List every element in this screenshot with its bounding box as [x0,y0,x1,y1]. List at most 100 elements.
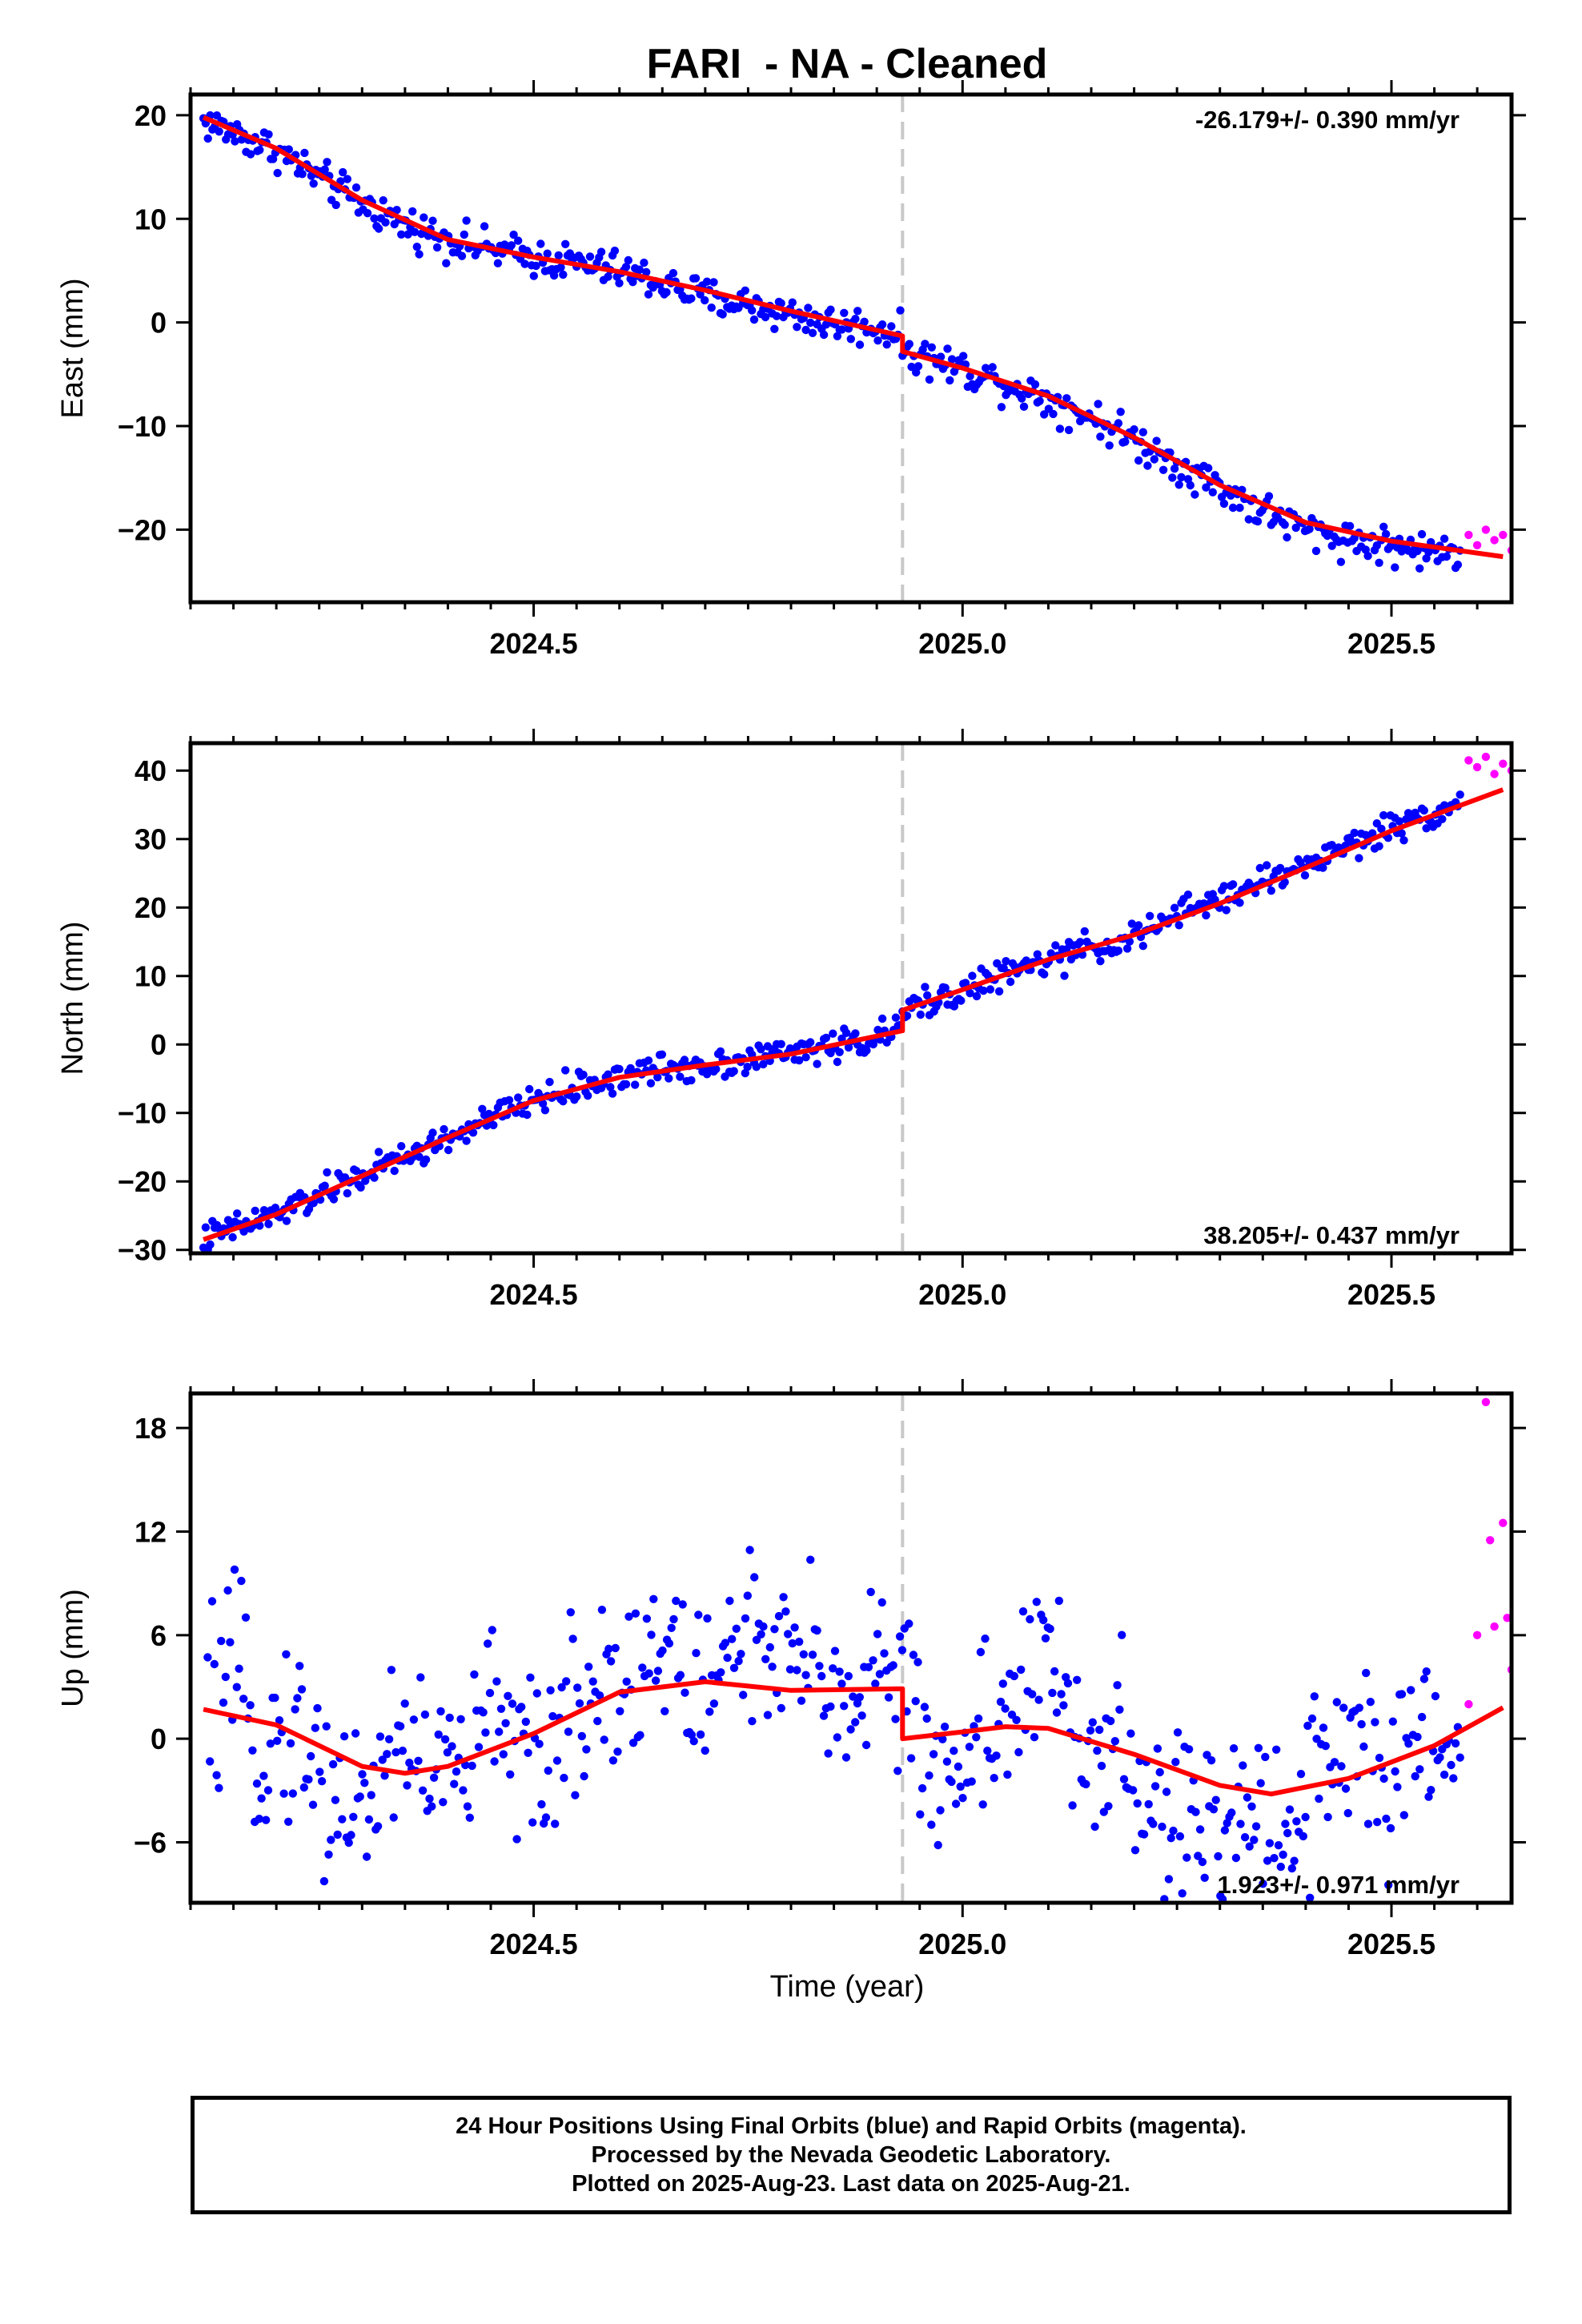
final-orbit-point [279,1789,288,1798]
final-orbit-point [380,1771,389,1780]
final-orbit-point [1003,1770,1012,1779]
final-orbit-point [239,1695,248,1703]
final-orbit-point [255,1815,263,1823]
final-orbit-point [761,1655,770,1663]
final-orbit-point [813,1626,821,1635]
final-orbit-point [1276,1862,1286,1872]
final-orbit-point [604,1070,612,1079]
final-orbit-point [829,1029,837,1038]
final-orbit-point [808,1651,817,1659]
final-orbit-point [662,287,671,297]
final-orbit-point [537,1799,546,1809]
final-orbit-point [631,1609,640,1618]
final-orbit-point [606,1083,615,1092]
final-orbit-point [702,277,712,286]
final-orbit-point [765,1642,774,1652]
y-tick-label: −10 [118,410,167,443]
final-orbit-point [448,1742,456,1751]
final-orbit-point [1178,1889,1186,1898]
final-orbit-point [721,1638,730,1647]
final-orbit-point [763,1042,773,1051]
final-orbit-point [621,1080,631,1089]
final-orbit-point [1086,1726,1095,1735]
final-orbit-point [1366,1698,1375,1707]
final-orbit-point [409,1715,419,1724]
final-orbit-point [1175,1831,1185,1841]
final-orbit-point [1244,515,1254,524]
final-orbit-point [917,1783,927,1793]
final-orbit-point [1415,1765,1424,1774]
final-orbit-point [538,1099,548,1108]
final-orbit-point [1451,1739,1460,1748]
final-orbit-point [1202,483,1211,492]
rapid-orbit-point [1499,530,1508,540]
final-orbit-point [849,1692,857,1701]
final-orbit-point [1240,1833,1250,1842]
final-orbit-point [317,1777,327,1786]
final-orbit-point [579,1070,588,1080]
final-orbit-point [606,1657,616,1666]
final-orbit-point [689,1737,698,1746]
final-orbit-point [1456,1753,1464,1762]
final-orbit-point [1219,882,1229,891]
final-orbit-point [1393,1783,1402,1791]
final-orbit-point [646,1079,656,1088]
final-orbit-point [1099,1807,1109,1816]
final-orbit-point [273,168,282,178]
final-orbit-point [252,1779,262,1788]
final-orbit-point [1419,1675,1429,1683]
final-orbit-point [1407,1686,1415,1695]
final-orbit-point [797,1696,806,1705]
y-tick-label: 12 [135,1515,167,1548]
final-orbit-point [983,1747,992,1755]
final-orbit-point [1319,863,1327,872]
final-orbit-point [1040,410,1049,419]
final-orbit-point [559,1097,568,1106]
final-orbit-point [1355,854,1363,862]
model-fit-line [203,1679,1504,1797]
final-orbit-point [1384,1880,1393,1889]
final-orbit-point [551,1819,560,1828]
final-orbit-point [923,991,932,1000]
footer-line-1: 24 Hour Positions Using Final Orbits (bl… [456,2113,1247,2139]
final-orbit-point [1048,1688,1057,1698]
final-orbit-point [1375,1753,1384,1763]
final-orbit-point [246,1701,255,1710]
final-orbit-point [499,1750,508,1759]
final-orbit-point [759,1059,768,1069]
final-orbit-point [1422,554,1431,563]
final-orbit-point [351,1166,361,1176]
final-orbit-point [793,323,801,332]
final-orbit-point [835,1047,844,1057]
final-orbit-point [309,179,318,188]
final-orbit-point [855,340,865,349]
final-orbit-point [344,1838,353,1848]
final-orbit-point [829,1664,837,1673]
final-orbit-point [1055,424,1065,433]
final-orbit-point [729,1663,739,1672]
final-orbit-point [416,1673,425,1682]
final-orbit-point [1114,419,1123,428]
velocity-label: -26.179+/- 0.390 mm/yr [1195,106,1460,134]
rapid-orbit-point [1481,525,1491,534]
final-orbit-point [902,1011,912,1020]
final-orbit-point [936,352,946,361]
final-orbit-point [608,1756,618,1765]
final-orbit-point [410,227,420,236]
rapid-orbit-point [1499,759,1508,768]
final-orbit-point [1146,911,1154,921]
final-orbit-point [998,1679,1008,1688]
final-orbit-point [436,1707,445,1716]
y-tick-label: −30 [118,1234,167,1267]
final-orbit-point [1228,880,1238,889]
x-tick-label: 2025.0 [918,627,1006,660]
final-orbit-point [752,1063,761,1072]
final-orbit-point [927,343,937,352]
final-orbit-point [772,312,781,320]
x-axis-label: Time (year) [770,1970,925,2004]
final-orbit-point [988,363,997,372]
final-orbit-point [489,1120,498,1130]
final-orbit-point [896,306,905,315]
final-orbit-point [647,1630,656,1639]
